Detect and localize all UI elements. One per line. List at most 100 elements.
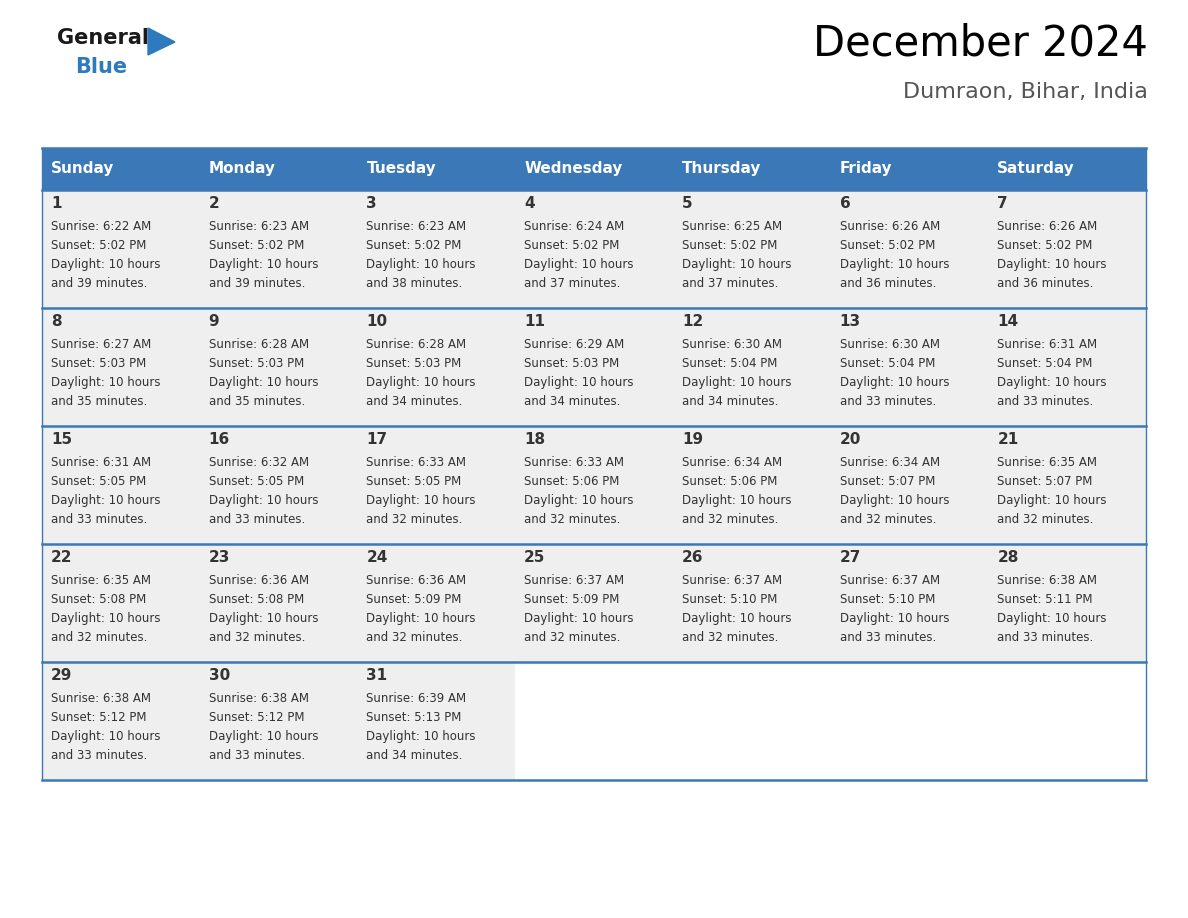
Bar <box>830 308 988 426</box>
Text: Daylight: 10 hours: Daylight: 10 hours <box>524 494 633 507</box>
Text: Sunset: 5:12 PM: Sunset: 5:12 PM <box>51 711 146 724</box>
Text: Sunrise: 6:34 AM: Sunrise: 6:34 AM <box>840 456 940 469</box>
Text: Sunset: 5:02 PM: Sunset: 5:02 PM <box>840 239 935 252</box>
Text: 10: 10 <box>366 314 387 329</box>
Bar <box>516 662 672 780</box>
Bar <box>672 426 830 544</box>
Text: 4: 4 <box>524 196 535 211</box>
Text: Daylight: 10 hours: Daylight: 10 hours <box>366 730 476 743</box>
Text: Sunset: 5:11 PM: Sunset: 5:11 PM <box>997 593 1093 606</box>
Text: Sunrise: 6:28 AM: Sunrise: 6:28 AM <box>366 338 467 351</box>
Bar <box>830 662 988 780</box>
Text: General: General <box>57 28 148 48</box>
Text: Daylight: 10 hours: Daylight: 10 hours <box>209 730 318 743</box>
Text: Daylight: 10 hours: Daylight: 10 hours <box>997 494 1107 507</box>
Text: Daylight: 10 hours: Daylight: 10 hours <box>366 612 476 625</box>
Text: 20: 20 <box>840 432 861 447</box>
Text: and 35 minutes.: and 35 minutes. <box>209 395 305 408</box>
Text: Wednesday: Wednesday <box>524 162 623 176</box>
Text: Sunset: 5:09 PM: Sunset: 5:09 PM <box>524 593 619 606</box>
Bar <box>672 308 830 426</box>
Bar <box>516 308 672 426</box>
Text: Daylight: 10 hours: Daylight: 10 hours <box>682 258 791 271</box>
Text: 18: 18 <box>524 432 545 447</box>
Text: Sunset: 5:04 PM: Sunset: 5:04 PM <box>840 357 935 370</box>
Text: Sunset: 5:08 PM: Sunset: 5:08 PM <box>51 593 146 606</box>
Text: Sunset: 5:02 PM: Sunset: 5:02 PM <box>209 239 304 252</box>
Bar <box>672 190 830 308</box>
Text: 21: 21 <box>997 432 1018 447</box>
Text: 1: 1 <box>51 196 62 211</box>
Text: Sunset: 5:10 PM: Sunset: 5:10 PM <box>840 593 935 606</box>
Text: 13: 13 <box>840 314 860 329</box>
Text: Daylight: 10 hours: Daylight: 10 hours <box>524 376 633 389</box>
Text: 11: 11 <box>524 314 545 329</box>
Bar <box>358 662 516 780</box>
Text: and 32 minutes.: and 32 minutes. <box>997 513 1094 526</box>
Text: Sunrise: 6:24 AM: Sunrise: 6:24 AM <box>524 220 625 233</box>
Text: Daylight: 10 hours: Daylight: 10 hours <box>209 494 318 507</box>
Bar <box>830 190 988 308</box>
Text: and 38 minutes.: and 38 minutes. <box>366 277 462 290</box>
Text: Sunset: 5:05 PM: Sunset: 5:05 PM <box>366 475 462 488</box>
Text: Daylight: 10 hours: Daylight: 10 hours <box>51 258 160 271</box>
Bar <box>358 426 516 544</box>
Text: Sunset: 5:02 PM: Sunset: 5:02 PM <box>51 239 146 252</box>
Text: Sunrise: 6:38 AM: Sunrise: 6:38 AM <box>51 692 151 705</box>
Bar <box>200 426 358 544</box>
Text: Sunset: 5:05 PM: Sunset: 5:05 PM <box>209 475 304 488</box>
Bar <box>988 308 1146 426</box>
Text: Sunrise: 6:35 AM: Sunrise: 6:35 AM <box>997 456 1098 469</box>
Text: Sunrise: 6:37 AM: Sunrise: 6:37 AM <box>682 574 782 587</box>
Text: and 34 minutes.: and 34 minutes. <box>366 749 463 762</box>
Bar <box>516 190 672 308</box>
Polygon shape <box>148 28 175 55</box>
Text: Daylight: 10 hours: Daylight: 10 hours <box>209 612 318 625</box>
Bar <box>988 544 1146 662</box>
Text: and 32 minutes.: and 32 minutes. <box>524 631 620 644</box>
Text: Sunrise: 6:26 AM: Sunrise: 6:26 AM <box>997 220 1098 233</box>
Text: 12: 12 <box>682 314 703 329</box>
Bar <box>200 190 358 308</box>
Text: Sunday: Sunday <box>51 162 114 176</box>
Text: Sunrise: 6:38 AM: Sunrise: 6:38 AM <box>209 692 309 705</box>
Text: and 37 minutes.: and 37 minutes. <box>524 277 620 290</box>
Text: Sunrise: 6:26 AM: Sunrise: 6:26 AM <box>840 220 940 233</box>
Text: Sunrise: 6:33 AM: Sunrise: 6:33 AM <box>366 456 467 469</box>
Text: and 32 minutes.: and 32 minutes. <box>682 631 778 644</box>
Text: 27: 27 <box>840 550 861 565</box>
Text: Sunset: 5:07 PM: Sunset: 5:07 PM <box>997 475 1093 488</box>
Text: 29: 29 <box>51 668 72 683</box>
Text: Thursday: Thursday <box>682 162 762 176</box>
Text: Daylight: 10 hours: Daylight: 10 hours <box>524 258 633 271</box>
Text: 25: 25 <box>524 550 545 565</box>
Text: and 37 minutes.: and 37 minutes. <box>682 277 778 290</box>
Text: Sunrise: 6:36 AM: Sunrise: 6:36 AM <box>366 574 467 587</box>
Text: Daylight: 10 hours: Daylight: 10 hours <box>209 376 318 389</box>
Text: Sunset: 5:06 PM: Sunset: 5:06 PM <box>682 475 777 488</box>
Text: 3: 3 <box>366 196 377 211</box>
Text: and 32 minutes.: and 32 minutes. <box>209 631 305 644</box>
Text: Blue: Blue <box>75 57 127 77</box>
Text: Daylight: 10 hours: Daylight: 10 hours <box>366 258 476 271</box>
Text: Daylight: 10 hours: Daylight: 10 hours <box>840 376 949 389</box>
Text: Daylight: 10 hours: Daylight: 10 hours <box>366 376 476 389</box>
Text: Daylight: 10 hours: Daylight: 10 hours <box>682 494 791 507</box>
Text: Sunrise: 6:35 AM: Sunrise: 6:35 AM <box>51 574 151 587</box>
Text: Sunset: 5:09 PM: Sunset: 5:09 PM <box>366 593 462 606</box>
Text: Sunset: 5:02 PM: Sunset: 5:02 PM <box>997 239 1093 252</box>
Text: and 32 minutes.: and 32 minutes. <box>51 631 147 644</box>
Text: December 2024: December 2024 <box>813 22 1148 64</box>
Bar <box>830 426 988 544</box>
Text: Sunset: 5:02 PM: Sunset: 5:02 PM <box>366 239 462 252</box>
Text: Sunrise: 6:39 AM: Sunrise: 6:39 AM <box>366 692 467 705</box>
Text: Sunrise: 6:36 AM: Sunrise: 6:36 AM <box>209 574 309 587</box>
Text: Dumraon, Bihar, India: Dumraon, Bihar, India <box>903 82 1148 102</box>
Text: Daylight: 10 hours: Daylight: 10 hours <box>51 612 160 625</box>
Text: Daylight: 10 hours: Daylight: 10 hours <box>840 612 949 625</box>
Text: 6: 6 <box>840 196 851 211</box>
Text: Daylight: 10 hours: Daylight: 10 hours <box>524 612 633 625</box>
Text: Daylight: 10 hours: Daylight: 10 hours <box>682 612 791 625</box>
Text: Sunset: 5:07 PM: Sunset: 5:07 PM <box>840 475 935 488</box>
Text: Sunset: 5:13 PM: Sunset: 5:13 PM <box>366 711 462 724</box>
